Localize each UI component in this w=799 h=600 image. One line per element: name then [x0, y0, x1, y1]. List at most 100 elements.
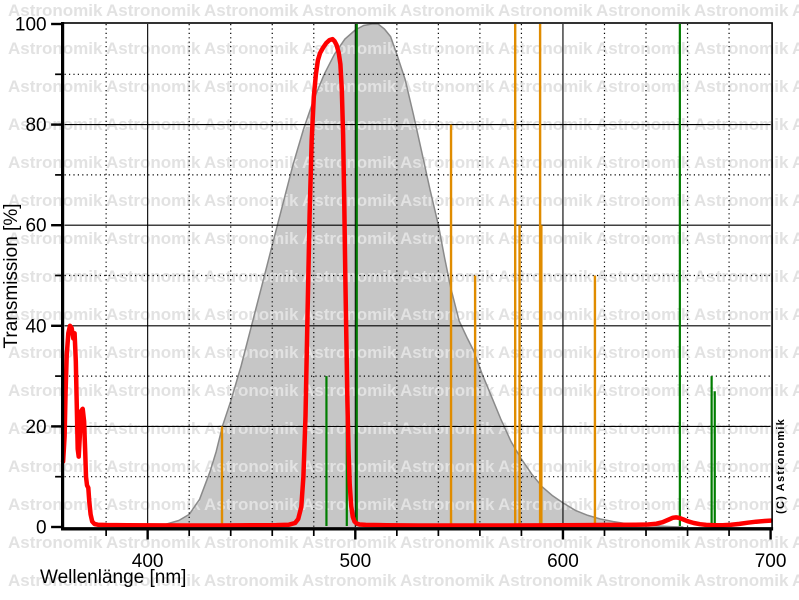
watermark-text: Astronomik [400, 533, 495, 552]
filter-transmission-curve [60, 36, 773, 528]
watermark-text: Astronomik [8, 457, 103, 476]
watermark-text: Astronomik [8, 343, 103, 362]
watermark-text: Astronomik [694, 39, 789, 58]
watermark-text: Astronomik [694, 571, 789, 590]
copyright-label: (C) Astronomik [775, 418, 787, 514]
watermark-text: Astronomik [400, 381, 495, 400]
x-tick-label: 700 [755, 551, 787, 572]
watermark-text: Astronomik [498, 457, 593, 476]
watermark-text: Astronomik [302, 191, 397, 210]
watermark-text: Astronomik [792, 191, 799, 210]
watermark-text: Astronomik [400, 1, 495, 20]
watermark-text: Astronomik [694, 457, 789, 476]
watermark-text: Astronomik [792, 153, 799, 172]
y-tick-label: 100 [15, 15, 47, 36]
watermark-text: Astronomik [694, 153, 789, 172]
watermark-text: Astronomik [106, 191, 201, 210]
watermark-text: Astronomik [792, 305, 799, 324]
watermark-text: Astronomik [8, 39, 103, 58]
watermark-text: Astronomik [792, 571, 799, 590]
watermark-text: Astronomik [694, 419, 789, 438]
watermark-text: Astronomik [596, 77, 691, 96]
watermark-text: Astronomik [596, 343, 691, 362]
watermark-text: Astronomik [106, 343, 201, 362]
filter-curve [60, 36, 773, 528]
watermark-text: Astronomik [106, 571, 201, 590]
x-tick-label: 500 [339, 551, 371, 572]
watermark-text: Astronomik [498, 39, 593, 58]
watermark-text: Astronomik [400, 457, 495, 476]
watermark-text: Astronomik [302, 533, 397, 552]
watermark-text: Astronomik [8, 495, 103, 514]
watermark-text: Astronomik [106, 495, 201, 514]
watermark-text: Astronomik [694, 533, 789, 552]
watermark-text: Astronomik [498, 229, 593, 248]
watermark-text: Astronomik [8, 1, 103, 20]
watermark-text: Astronomik [596, 191, 691, 210]
watermark-text: Astronomik [694, 495, 789, 514]
watermark-text: Astronomik [400, 495, 495, 514]
watermark-text: Astronomik [302, 77, 397, 96]
watermark-text: Astronomik [204, 343, 299, 362]
y-tick-label: 40 [25, 316, 46, 337]
y-tick-label: 0 [36, 518, 47, 539]
watermark-text: Astronomik [498, 305, 593, 324]
x-tick-label: 600 [547, 551, 579, 572]
watermark-text: Astronomik [596, 305, 691, 324]
watermark-text: Astronomik [8, 267, 103, 286]
watermark-text: Astronomik [596, 229, 691, 248]
tick-labels-layer: 400 500 600 700 0 20 40 60 80 100 [15, 15, 787, 573]
watermark-text: Astronomik [694, 77, 789, 96]
watermark-text: Astronomik [106, 419, 201, 438]
watermark-text: Astronomik [106, 305, 201, 324]
watermark-text: Astronomik [400, 191, 495, 210]
sky-sensitivity-area [156, 24, 684, 527]
watermark-text: Astronomik [204, 571, 299, 590]
watermark-text: Astronomik [204, 153, 299, 172]
watermark-text: Astronomik [8, 191, 103, 210]
watermark-text: Astronomik [694, 343, 789, 362]
watermark-text: Astronomik [596, 419, 691, 438]
watermark-text: Astronomik [302, 343, 397, 362]
watermark-text: Astronomik [400, 77, 495, 96]
watermark-text: Astronomik [204, 191, 299, 210]
watermark-text: Astronomik [498, 419, 593, 438]
watermark-text: Astronomik [106, 229, 201, 248]
watermark-text: Astronomik [302, 39, 397, 58]
watermark-text: Astronomik [204, 495, 299, 514]
watermark-text: Astronomik [792, 381, 799, 400]
watermark-text: Astronomik [792, 77, 799, 96]
watermark-text: Astronomik [792, 533, 799, 552]
y-tick-label: 60 [25, 216, 46, 237]
watermark-text: Astronomik [596, 495, 691, 514]
y-tick-label: 80 [25, 115, 46, 136]
watermark-text: Astronomik [302, 305, 397, 324]
watermark-text: Astronomik [498, 153, 593, 172]
watermark-text: Astronomik [596, 381, 691, 400]
watermark-text: Astronomik [792, 267, 799, 286]
watermark-text: Astronomik [106, 1, 201, 20]
watermark-text: Astronomik [302, 571, 397, 590]
watermark-text: Astronomik [302, 267, 397, 286]
watermark-text: Astronomik [792, 115, 799, 134]
watermark-text: Astronomik [106, 39, 201, 58]
watermark-text: Astronomik [8, 381, 103, 400]
watermark-text: Astronomik [8, 229, 103, 248]
watermark-text: Astronomik [694, 267, 789, 286]
watermark-text: Astronomik [400, 419, 495, 438]
watermark-text: Astronomik [792, 229, 799, 248]
watermark-text: Astronomik [596, 533, 691, 552]
watermark-text: Astronomik [596, 39, 691, 58]
light-pollution-lines [220, 24, 597, 526]
watermark-text: Astronomik [204, 1, 299, 20]
watermark-text: Astronomik [792, 419, 799, 438]
watermark-text: Astronomik [8, 571, 103, 590]
watermark-text: Astronomik [302, 153, 397, 172]
watermark-text: Astronomik [694, 381, 789, 400]
watermark-text: Astronomik [204, 381, 299, 400]
watermark-text: Astronomik [204, 267, 299, 286]
axes-layer [51, 22, 774, 540]
y-axis-title: Transmission [%] [1, 204, 22, 349]
